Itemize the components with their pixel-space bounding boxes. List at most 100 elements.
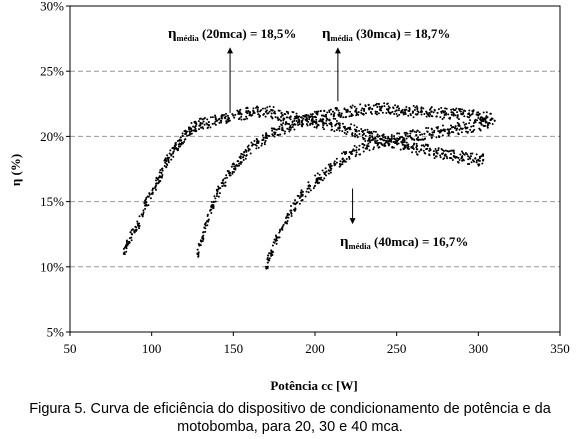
data-point (333, 160, 336, 163)
data-point (403, 139, 406, 142)
data-point (429, 113, 432, 116)
data-point (166, 154, 169, 157)
data-point (452, 131, 455, 134)
data-point (238, 162, 241, 165)
data-point (491, 123, 494, 126)
data-point (343, 159, 346, 162)
data-point (270, 112, 273, 115)
data-point (180, 142, 183, 145)
data-point (341, 122, 344, 125)
data-point (482, 117, 485, 120)
y-tick-label: 30% (40, 0, 64, 14)
data-point (444, 153, 447, 156)
data-point (240, 118, 243, 121)
data-point (309, 184, 312, 188)
data-point (457, 107, 460, 110)
data-point (288, 130, 291, 133)
data-point (405, 106, 408, 109)
data-point (325, 119, 328, 122)
data-point (246, 107, 249, 110)
data-point (417, 138, 420, 141)
data-point (477, 159, 480, 162)
data-point (308, 118, 311, 121)
data-point (426, 130, 429, 133)
data-point (375, 102, 378, 105)
data-point (296, 116, 299, 119)
data-point (142, 213, 145, 216)
data-point (202, 117, 205, 120)
data-point (407, 143, 410, 146)
data-point (372, 148, 375, 151)
data-point (360, 127, 363, 130)
data-point (161, 169, 164, 172)
data-point (462, 112, 465, 115)
data-point (436, 152, 439, 155)
data-point (388, 106, 391, 109)
data-point (483, 125, 486, 128)
data-point (311, 113, 314, 116)
data-point (271, 133, 274, 136)
data-point (297, 120, 300, 124)
data-point (252, 143, 255, 146)
data-point (161, 173, 164, 176)
y-tick-label: 20% (40, 129, 64, 144)
data-point (227, 170, 230, 173)
data-point (171, 152, 174, 155)
data-point (268, 105, 271, 108)
data-point (261, 142, 264, 145)
data-point (475, 153, 478, 156)
data-point (151, 189, 154, 192)
data-point (405, 137, 408, 140)
data-point (462, 111, 465, 114)
data-point (123, 251, 126, 254)
data-point (338, 124, 341, 127)
data-point (477, 117, 480, 120)
data-point (204, 221, 207, 224)
data-point (275, 242, 278, 245)
data-point (484, 120, 487, 123)
data-point (409, 134, 412, 137)
data-point (183, 138, 186, 141)
data-point (430, 110, 433, 113)
data-point (312, 187, 315, 190)
data-point (415, 137, 418, 140)
data-point (404, 146, 407, 149)
data-point (206, 224, 209, 227)
data-point (240, 161, 243, 164)
data-point (457, 118, 460, 121)
data-point (383, 135, 386, 138)
data-point (441, 134, 444, 137)
data-point (149, 197, 152, 200)
data-point (190, 121, 193, 124)
data-point (280, 116, 283, 119)
data-point (388, 138, 391, 141)
data-point (209, 116, 212, 119)
data-point (203, 123, 206, 126)
data-point (197, 251, 200, 254)
data-point (469, 128, 472, 131)
data-point (374, 110, 377, 113)
x-tick-label: 150 (224, 341, 244, 356)
data-point (335, 161, 338, 164)
data-point (433, 131, 436, 134)
data-point (206, 118, 209, 121)
data-point (472, 130, 475, 133)
x-axis-ticks: 50 100 150 200 250 300 350 (64, 332, 570, 356)
data-point (179, 136, 182, 139)
data-point (394, 104, 397, 107)
data-point (249, 113, 252, 116)
data-point (353, 144, 356, 147)
data-point (317, 110, 320, 113)
data-point (416, 108, 419, 111)
data-point (411, 145, 414, 148)
data-point (218, 121, 221, 124)
data-point (284, 130, 287, 133)
data-point (412, 116, 415, 119)
data-point (316, 178, 319, 181)
data-point (443, 149, 445, 152)
data-point (305, 113, 308, 116)
data-point (357, 111, 360, 114)
data-point (348, 156, 351, 159)
data-point (467, 158, 470, 161)
data-point (464, 152, 467, 155)
